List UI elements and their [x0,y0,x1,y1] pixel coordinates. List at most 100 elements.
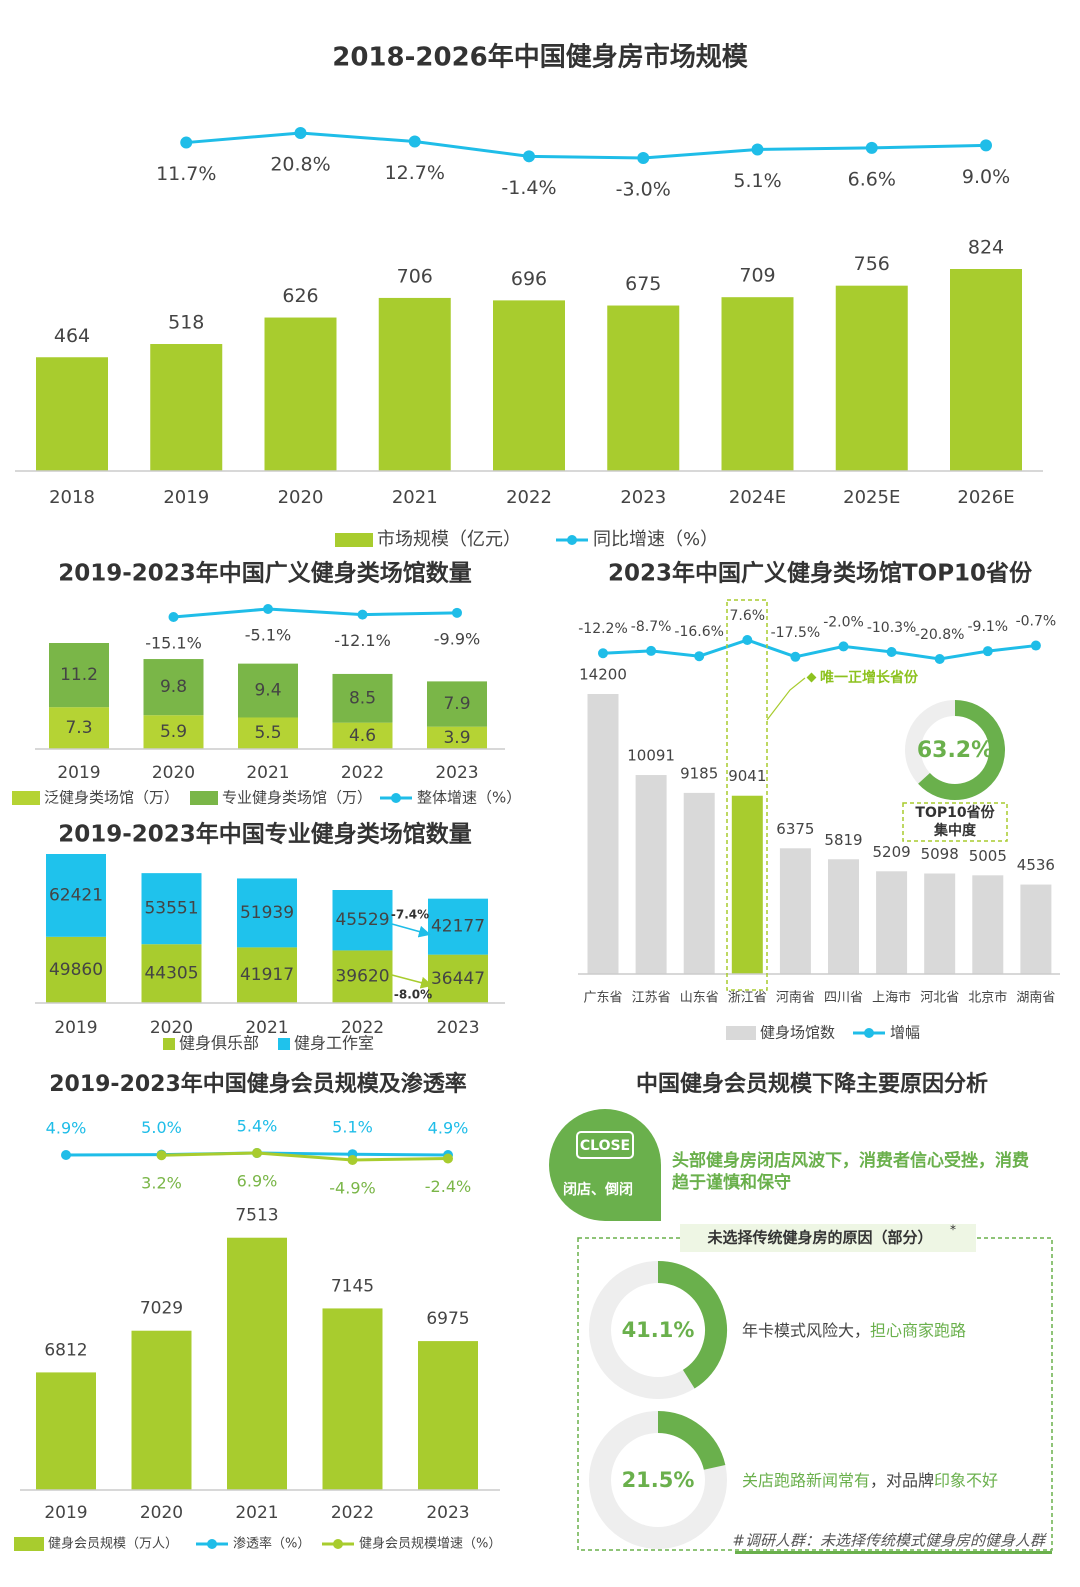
reason-text-part: 年卡模式风险大， [742,1321,870,1340]
bar-label: 3.9 [443,728,470,748]
panel-title: 中国健身会员规模下降主要原因分析 [636,1071,988,1097]
bar [635,775,667,974]
line-label: 6.6% [848,168,896,190]
bar-label: 6975 [426,1309,469,1329]
line-point [742,635,753,645]
line [186,131,987,160]
line-label: -15.1% [145,634,202,653]
x-tick-label: 2018 [49,487,95,508]
bar [731,795,763,974]
line [602,638,1037,661]
x-tick-label: 2023 [435,763,478,783]
line-label: 9.0% [962,166,1010,188]
line-point [168,612,179,622]
line-label: 12.7% [385,162,445,184]
bar-label: 36447 [431,969,485,989]
legend-label: 整体增速（%） [417,789,521,807]
bar [237,878,297,948]
line [161,1151,449,1162]
bar-label: 6812 [44,1340,87,1360]
legend-label: 健身场馆数 [760,1024,835,1042]
bar-label: 62421 [49,885,103,905]
x-tick-label: 2019 [44,1503,87,1523]
donut-arc [657,1261,727,1389]
x-tick-label: 2019 [163,487,209,508]
x-tick-label: 河北省 [920,991,959,1006]
bar-label: 696 [511,268,547,290]
bar-label: 42177 [431,917,485,937]
reason-text-part: 关店跑路新闻常有 [742,1471,870,1490]
line-label: 5.1% [332,1118,373,1137]
line-point [294,127,307,139]
bar-label: 706 [397,265,433,287]
line-label: 4.9% [46,1119,87,1138]
bar [46,854,106,937]
bar [779,848,811,974]
bar-label: 51939 [240,903,294,923]
x-tick-label: 江苏省 [632,990,671,1006]
headline: 趋于谨慎和保守 [672,1172,791,1193]
bar [378,297,451,471]
x-tick-label: 山东省 [680,991,719,1006]
annotation-arrow [391,974,433,989]
badge-icon-text: CLOSE [580,1138,630,1154]
legend-swatch [278,1038,290,1050]
line-point [980,139,992,152]
bar-label: 4.6 [349,726,376,746]
line-point [452,607,462,618]
x-tick-label: 2019 [54,1018,97,1038]
bar-label: 39620 [335,967,389,987]
x-tick-label: 2022 [331,1503,374,1523]
annotation: -7.4% [391,908,429,922]
annotation: 唯一正增长省份 [820,669,919,686]
bar-label: 6375 [776,820,814,838]
x-tick-label: 2020 [152,763,195,783]
x-tick-label: 广东省 [583,991,622,1006]
donut-label: TOP10省份 [915,804,995,821]
bar [332,673,393,723]
reason-text-part: 担心商家跑路 [870,1321,966,1340]
bar [427,681,487,727]
annotation-arrow [391,923,431,938]
bar [141,873,202,945]
bar-label: 7.9 [443,694,470,714]
reason-text-part: 印象不好 [934,1471,998,1490]
bar [322,1308,383,1490]
bar-label: 5098 [921,845,959,863]
bar [972,875,1004,974]
line-point [523,150,535,163]
bar-label: 756 [854,253,890,275]
legend-swatch [163,1038,175,1050]
bar-label: 9.8 [160,677,187,697]
donut-arc [918,700,1005,800]
line-point [180,136,193,149]
legend-label: 同比增速（%） [593,529,718,550]
bar-label: 4536 [1017,856,1055,874]
bar [264,317,337,471]
line-point [886,646,897,657]
bar-label: 5.9 [160,722,187,742]
bar [924,873,956,974]
bar-label: 44305 [144,964,198,984]
bar-label: 7145 [331,1276,374,1296]
legend-label: 健身会员规模增速（%） [359,1536,501,1552]
bar [49,643,109,708]
bar-label: 7.3 [65,718,92,738]
line-point [252,1148,262,1158]
line-label: 4.9% [428,1119,469,1138]
box-title-tab [680,1224,976,1252]
line-label: 3.2% [141,1174,182,1193]
legend-label: 健身会员规模（万人） [48,1536,178,1552]
chart-title: 2023年中国广义健身类场馆TOP10省份 [608,560,1033,587]
x-tick-label: 四川省 [824,991,863,1006]
x-tick-label: 2021 [245,1018,288,1038]
bar [828,859,859,974]
footnote-underline [735,1551,1052,1554]
badge-icon [576,1131,634,1159]
badge-tab [605,1165,661,1221]
legend-swatch [726,1026,756,1040]
line-label: 6.9% [237,1172,278,1191]
bar [1020,884,1052,974]
bar [607,305,680,471]
legend-swatch [207,1539,217,1549]
